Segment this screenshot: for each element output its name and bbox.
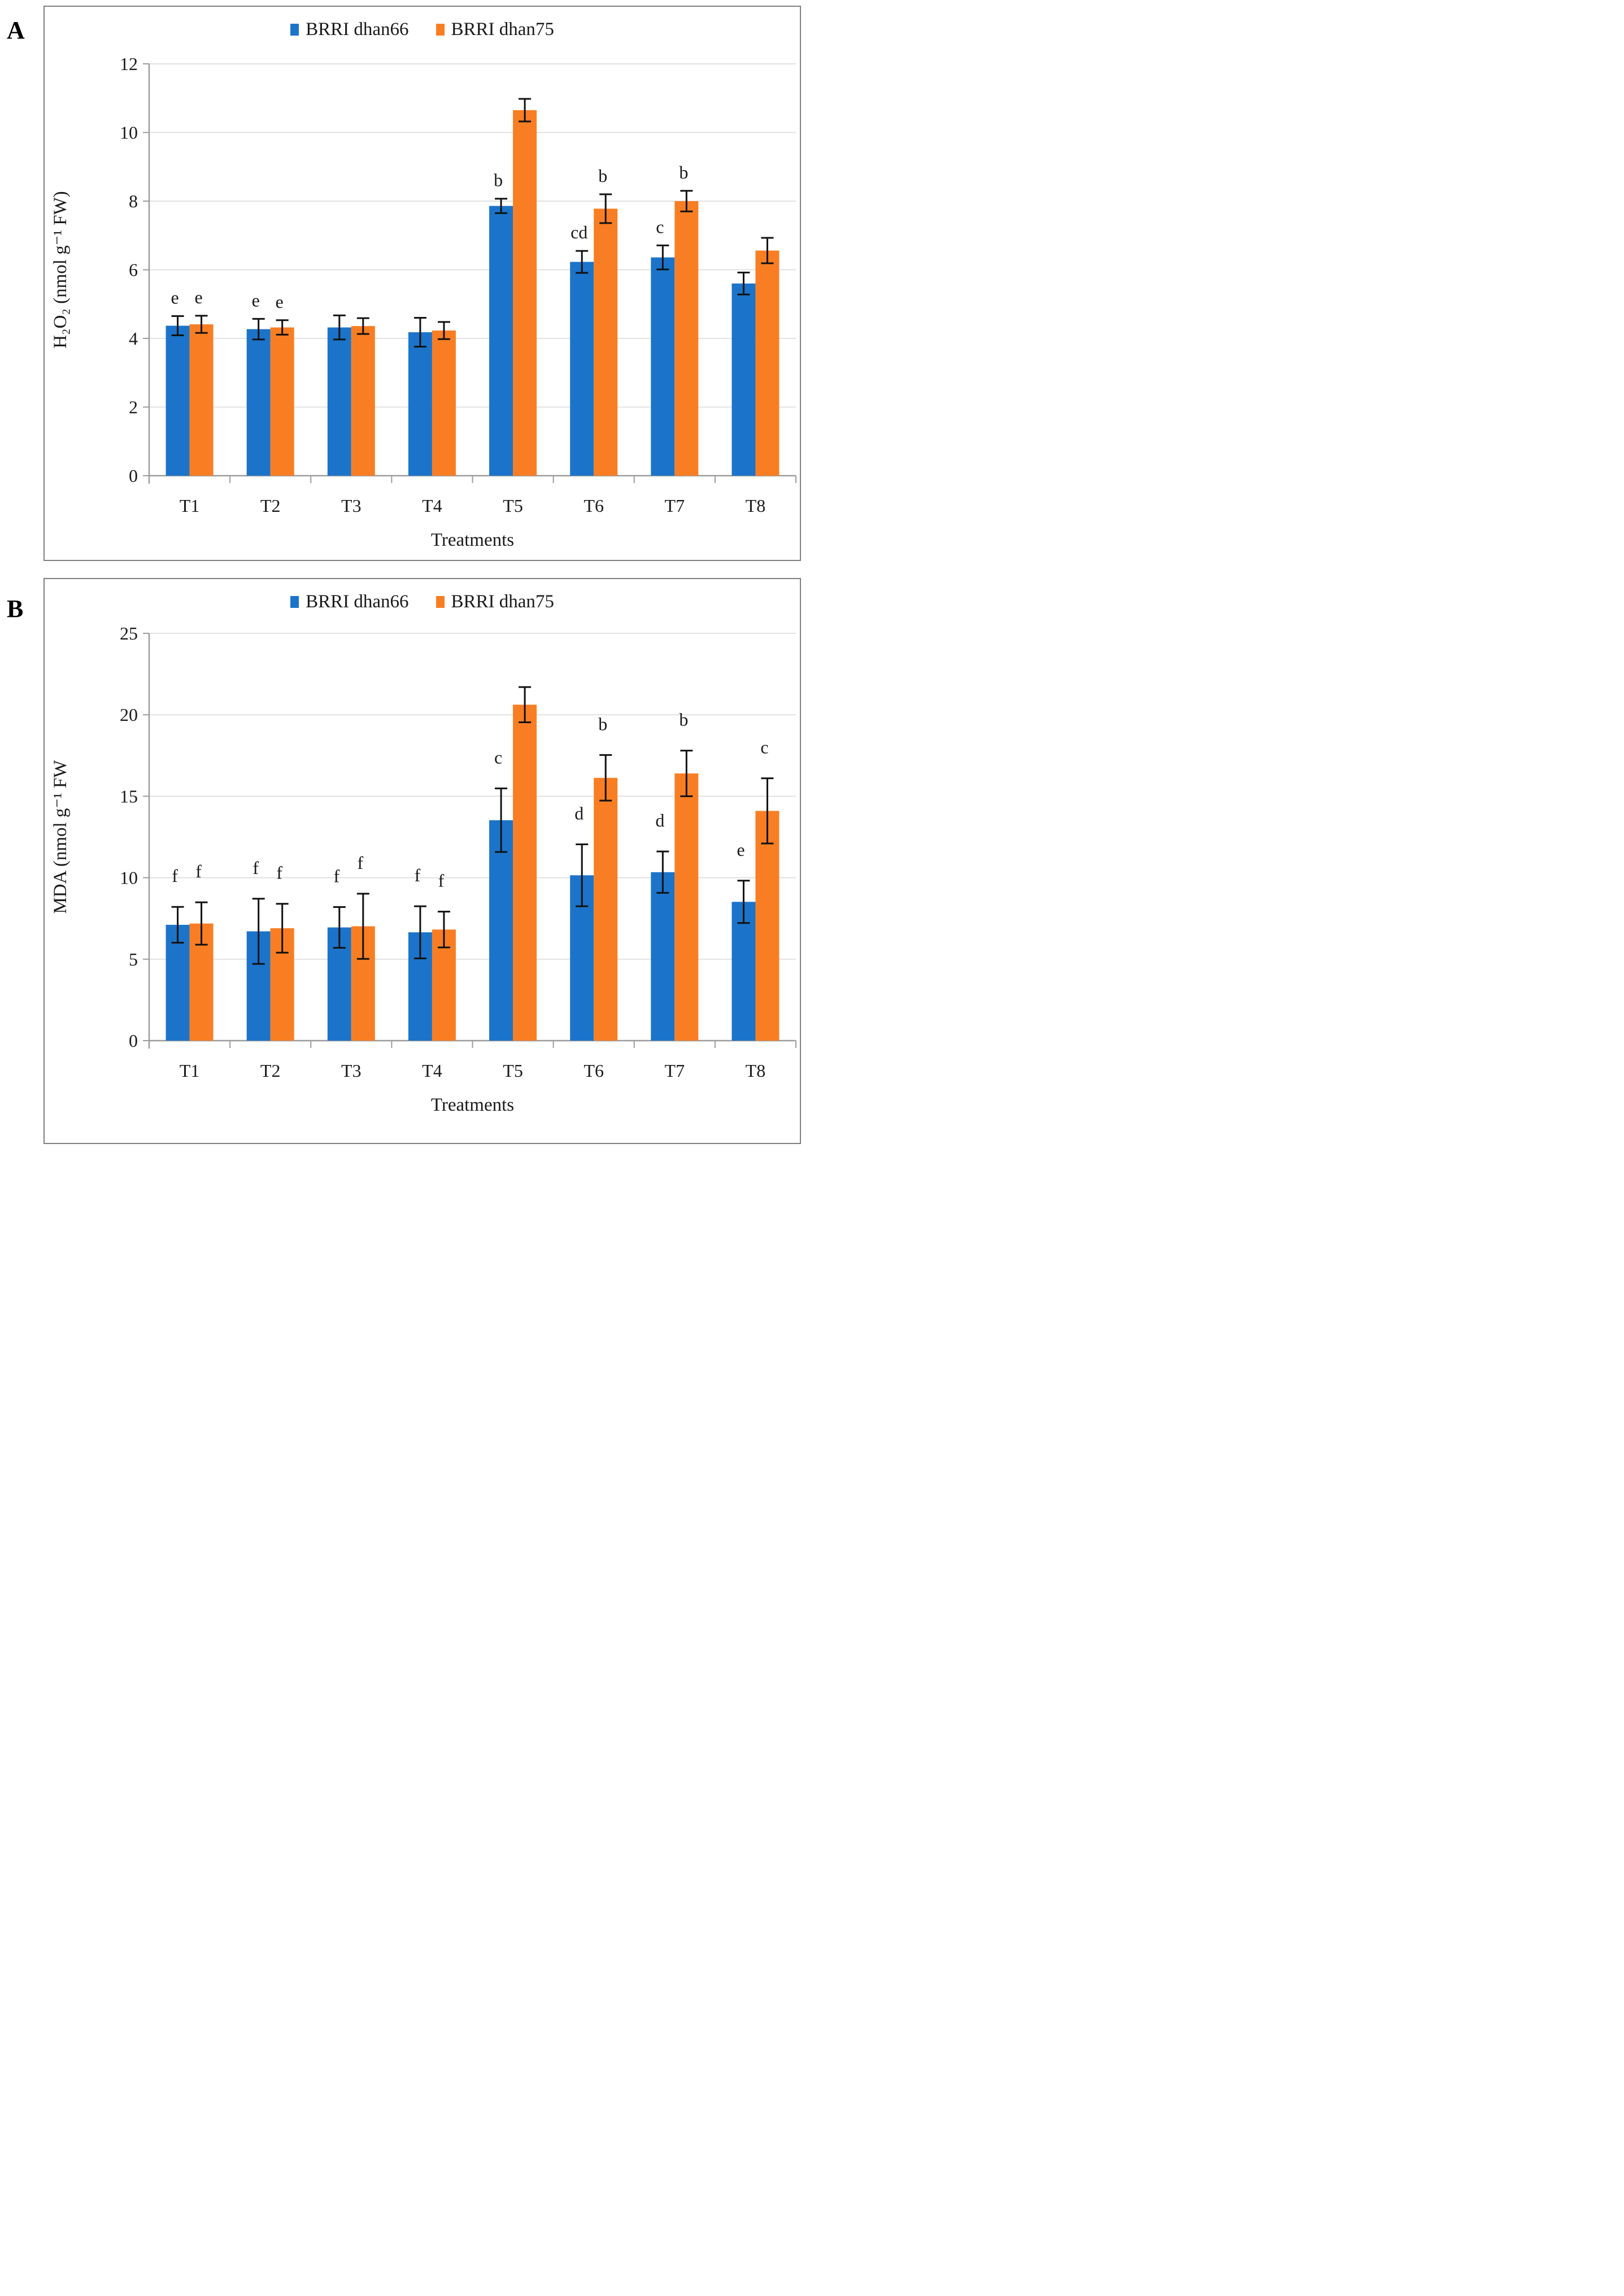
x-tick-label: T3 (341, 1060, 362, 1081)
bar-BRRI-dhan75-T3 (351, 326, 375, 476)
sig-letter: f (415, 865, 421, 885)
y-tick-label: 12 (120, 54, 138, 74)
sig-letter: b (598, 166, 607, 186)
y-tick-label: 6 (129, 260, 138, 280)
bar-BRRI-dhan66-T7 (651, 872, 675, 1041)
sig-letter: e (276, 292, 284, 312)
x-tick-label: T2 (260, 1060, 281, 1081)
y-tick-label: 5 (129, 949, 138, 969)
x-tick-label: T1 (180, 1060, 200, 1081)
x-tick-label: T4 (422, 1060, 442, 1081)
sig-letter: e (194, 287, 202, 307)
sig-letter: e (171, 288, 178, 308)
figure-page: A BRRI dhan66 BRRI dhan75 0 2 4 6 8 10 12 e e b cd c… (0, 0, 812, 1148)
y-tick-label: 10 (120, 123, 138, 143)
bar-BRRI-dhan75-T1 (189, 324, 214, 476)
sig-letter: b (598, 714, 607, 734)
bar-BRRI-dhan75-T8 (755, 811, 780, 1041)
sig-letter: f (438, 871, 445, 891)
sig-letter: f (172, 866, 178, 886)
bar-BRRI-dhan66-T4 (408, 332, 432, 476)
sig-letter: b (679, 710, 688, 730)
x-axis-title: Treatments (431, 530, 514, 550)
x-tick-label: T3 (341, 495, 362, 516)
x-tick-label: T1 (180, 495, 200, 516)
bar-BRRI-dhan66-T6 (570, 262, 594, 476)
sig-letter: d (655, 810, 664, 830)
sig-letter: e (737, 840, 744, 860)
x-tick-label: T7 (665, 1060, 685, 1081)
panel-label-b: B (7, 595, 24, 623)
sig-letter: f (252, 858, 259, 878)
x-tick-label: T6 (584, 495, 604, 516)
sig-letter: f (357, 853, 363, 873)
sig-letter: c (494, 747, 502, 768)
y-tick-label: 20 (120, 705, 138, 725)
sig-letter: f (333, 866, 339, 886)
bar-BRRI-dhan66-T1 (166, 924, 190, 1041)
bar-BRRI-dhan75-T4 (432, 331, 456, 476)
bar-BRRI-dhan66-T5 (489, 206, 513, 476)
bar-BRRI-dhan75-T5 (513, 705, 537, 1041)
bar-BRRI-dhan66-T7 (651, 257, 675, 476)
x-axis-title: Treatments (431, 1095, 514, 1115)
x-tick-label: T7 (665, 495, 685, 516)
y-tick-label: 0 (129, 466, 138, 486)
y-tick-label: 0 (129, 1030, 138, 1051)
y-tick-label: 25 (120, 623, 138, 643)
sig-letter: d (574, 803, 584, 823)
y-tick-label: 8 (129, 191, 138, 211)
y-axis-title: H₂O₂ (nmol g⁻¹ FW) (50, 191, 71, 349)
x-tick-label: T6 (584, 1060, 604, 1081)
bar-BRRI-dhan66-T5 (489, 820, 513, 1041)
bar-BRRI-dhan75-T7 (674, 201, 699, 476)
y-tick-label: 4 (129, 328, 138, 349)
bar-BRRI-dhan66-T8 (732, 902, 756, 1041)
sig-letter: e (252, 290, 260, 310)
panel-label-a: A (7, 16, 25, 44)
x-tick-label: T8 (746, 495, 766, 516)
bar-BRRI-dhan75-T2 (270, 327, 294, 476)
x-tick-label: T2 (260, 495, 281, 516)
x-tick-label: T4 (422, 495, 442, 516)
sig-letter: f (195, 861, 202, 881)
sig-letter: f (276, 863, 282, 883)
sig-letter: b (494, 170, 503, 190)
bar-BRRI-dhan75-T5 (513, 110, 537, 476)
panel-a-h2o2-chart: BRRI dhan66 BRRI dhan75 0 2 4 6 8 10 12 e e b cd c e e… (43, 6, 801, 561)
y-tick-label: 10 (120, 868, 138, 888)
bar-BRRI-dhan66-T1 (166, 325, 190, 476)
panel-b-mda-chart: BRRI dhan66 BRRI dhan75 0 5 10 15 20 25 f f f f c d d… (43, 578, 801, 1144)
sig-letter: c (656, 216, 664, 237)
x-tick-label: T5 (503, 495, 523, 516)
bar-BRRI-dhan75-T6 (594, 208, 618, 476)
y-axis-title: MDA (nmol g⁻¹ FW (50, 760, 71, 914)
bar-BRRI-dhan66-T2 (246, 329, 271, 476)
sig-letter: cd (571, 222, 587, 242)
sig-letter: c (760, 737, 768, 758)
sig-letter: b (679, 162, 688, 182)
x-tick-label: T5 (503, 1060, 523, 1081)
bar-BRRI-dhan66-T3 (327, 327, 351, 476)
bar-BRRI-dhan66-T8 (732, 283, 756, 476)
bar-BRRI-dhan75-T7 (674, 773, 699, 1041)
y-tick-label: 15 (120, 786, 138, 806)
bar-BRRI-dhan75-T8 (755, 250, 780, 476)
bar-BRRI-dhan75-T6 (594, 777, 618, 1041)
y-tick-label: 2 (129, 397, 138, 418)
x-tick-label: T8 (746, 1060, 766, 1081)
